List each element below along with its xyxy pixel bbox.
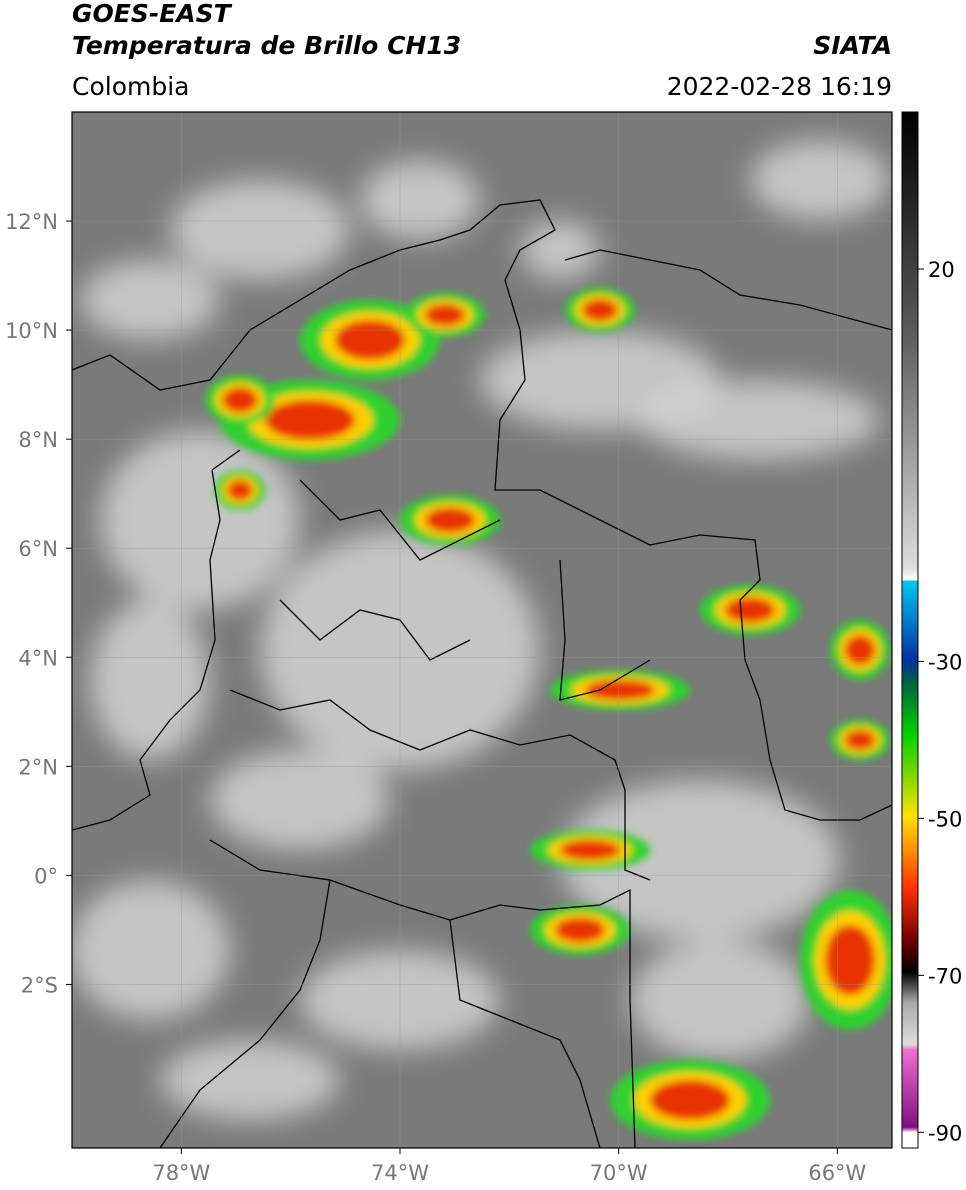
source: SIATA xyxy=(813,31,892,60)
x-tick-label: 78°W xyxy=(152,1161,210,1185)
y-tick-label: 2°S xyxy=(21,973,58,997)
storm xyxy=(845,730,875,750)
storm xyxy=(425,304,465,326)
storm xyxy=(265,400,355,440)
cloud xyxy=(72,880,230,1020)
storm xyxy=(227,480,253,500)
y-tick-label: 4°N xyxy=(18,646,58,670)
storm xyxy=(725,597,775,623)
region: Colombia xyxy=(72,72,189,101)
borders xyxy=(72,199,892,1148)
datetime: 2022-02-28 16:19 xyxy=(667,72,892,101)
cloud xyxy=(750,140,890,220)
subtitle: Temperatura de Brillo CH13 xyxy=(72,31,461,60)
satellite-image xyxy=(72,112,892,1148)
colorbar-tick-label: -30 xyxy=(928,650,962,674)
y-tick-label: 6°N xyxy=(18,537,58,561)
cloud xyxy=(210,750,390,850)
storm xyxy=(335,320,405,360)
colorbar-tick-label: -70 xyxy=(928,964,962,988)
map-frame xyxy=(71,111,893,1149)
colorbar xyxy=(901,111,919,1149)
title: GOES-EAST xyxy=(72,0,233,28)
cloud xyxy=(90,600,210,760)
x-tick-label: 74°W xyxy=(371,1161,429,1185)
x-tick-label: 66°W xyxy=(808,1161,866,1185)
y-tick-label: 0° xyxy=(34,864,58,888)
cloud xyxy=(630,940,810,1060)
storm xyxy=(585,680,655,700)
cloud xyxy=(360,160,480,240)
cloud xyxy=(640,380,880,460)
cloud xyxy=(170,180,350,280)
storm xyxy=(845,635,875,665)
colorbar-tick-label: 20 xyxy=(928,258,955,282)
storm xyxy=(222,387,258,413)
storm xyxy=(650,1080,730,1120)
y-tick-label: 8°N xyxy=(18,428,58,452)
storm xyxy=(582,299,618,321)
y-tick-label: 12°N xyxy=(5,210,58,234)
cloud xyxy=(520,220,600,280)
storm xyxy=(425,507,475,533)
x-tick-label: 70°W xyxy=(590,1161,648,1185)
colorbar-tick-label: -90 xyxy=(928,1121,962,1145)
y-tick-label: 2°N xyxy=(18,755,58,779)
storm xyxy=(560,840,620,860)
cloud xyxy=(80,260,220,340)
cloud xyxy=(160,1040,340,1120)
storm xyxy=(555,917,605,943)
colorbar-tick-label: -50 xyxy=(928,807,962,831)
cloud xyxy=(100,430,300,610)
y-tick-label: 10°N xyxy=(5,319,58,343)
